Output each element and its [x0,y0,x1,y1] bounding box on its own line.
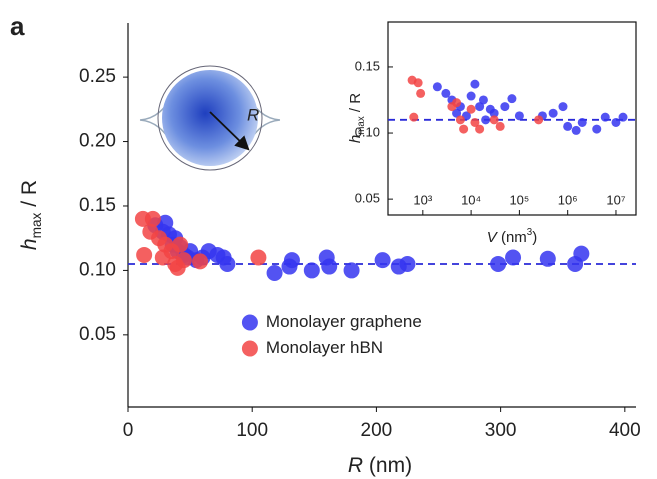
data-point [478,95,488,105]
data-point [470,117,480,127]
radius-label: R [247,105,259,124]
data-point [413,78,423,88]
data-point [192,253,209,270]
data-point [172,236,189,253]
data-point [558,102,568,112]
data-point [399,255,416,272]
x-tick-label: 10³ [413,192,432,207]
axis-label-part: max [29,212,44,238]
x-tick-label: 10⁶ [558,192,578,207]
data-point [600,112,610,122]
x-tick-label: 10⁴ [461,192,481,207]
y-tick-label: 0.05 [79,324,116,345]
data-point [455,115,465,125]
data-point [266,264,283,281]
inset-frame [387,21,637,216]
axis-label-part: h [347,135,364,143]
data-point [577,117,587,127]
axis-label-part: ) [532,229,537,246]
axis-label-part: (nm [497,229,527,246]
axis-label-part: h [18,238,41,250]
data-point [250,249,267,266]
axis-label-part: (nm) [363,454,412,477]
x-tick-label: 400 [609,420,641,441]
data-point [441,88,451,98]
axis-label-part: max [356,116,367,135]
data-point [592,124,602,134]
data-point [618,112,628,122]
axis-label: R (nm) [348,454,412,477]
data-point [507,94,517,104]
data-point [489,108,499,118]
data-point [409,112,419,122]
data-point [490,255,507,272]
legend-marker [241,340,258,357]
x-tick-label: 100 [236,420,268,441]
data-point [144,210,161,227]
data-point [219,255,236,272]
data-point [432,82,442,92]
data-point [374,252,391,269]
legend-label: Monolayer graphene [266,312,422,331]
data-point [548,108,558,118]
axis-label-part: / R [18,180,41,213]
data-point [303,262,320,279]
data-point [489,115,499,125]
x-tick-label: 300 [485,420,517,441]
panel-label: a [10,11,25,41]
y-tick-label: 0.15 [355,58,380,73]
x-tick-label: 0 [123,420,134,441]
radius-arrow [209,111,250,151]
x-tick-label: 10⁵ [509,192,529,207]
data-point [505,249,522,266]
data-point [321,258,338,275]
data-point [495,121,505,131]
data-point [539,250,556,267]
data-point [475,102,485,112]
x-tick-label: 200 [361,420,393,441]
y-tick-label: 0.25 [79,66,116,87]
data-point [475,124,485,134]
data-point [466,91,476,101]
data-point [452,98,462,108]
data-point [573,245,590,262]
data-point [452,108,462,118]
y-tick-label: 0.20 [79,131,116,152]
data-point [343,262,360,279]
data-point [481,115,491,125]
data-point [534,115,544,125]
data-point [500,102,510,112]
axis-label-part: R [348,454,363,477]
axis-label-part: V [487,229,499,246]
data-point [136,246,153,263]
axis-label: hmax / R [18,180,45,250]
data-point [563,121,573,131]
axis-label: V (nm3) [487,227,537,246]
data-point [611,117,621,127]
y-tick-label: 0.10 [79,259,116,280]
data-point [459,124,469,134]
y-tick-label: 0.10 [355,124,380,139]
bubble-outline [157,65,263,171]
bubble-illustration: R [139,65,281,171]
axis-label: hmax / R [347,93,367,143]
data-point [175,252,192,269]
axis-label-part: / R [347,93,364,117]
data-point [470,79,480,89]
y-tick-label: 0.15 [79,195,116,216]
data-point [416,88,426,98]
axis-label-part: 3 [527,227,532,238]
legend-marker [241,314,258,331]
data-point [514,111,524,121]
data-point [283,252,300,269]
y-tick-label: 0.05 [355,191,380,206]
x-tick-label: 10⁷ [606,192,625,207]
bubble [162,70,258,166]
legend-label: Monolayer hBN [266,338,383,357]
data-point [466,104,476,114]
data-point [571,125,581,135]
